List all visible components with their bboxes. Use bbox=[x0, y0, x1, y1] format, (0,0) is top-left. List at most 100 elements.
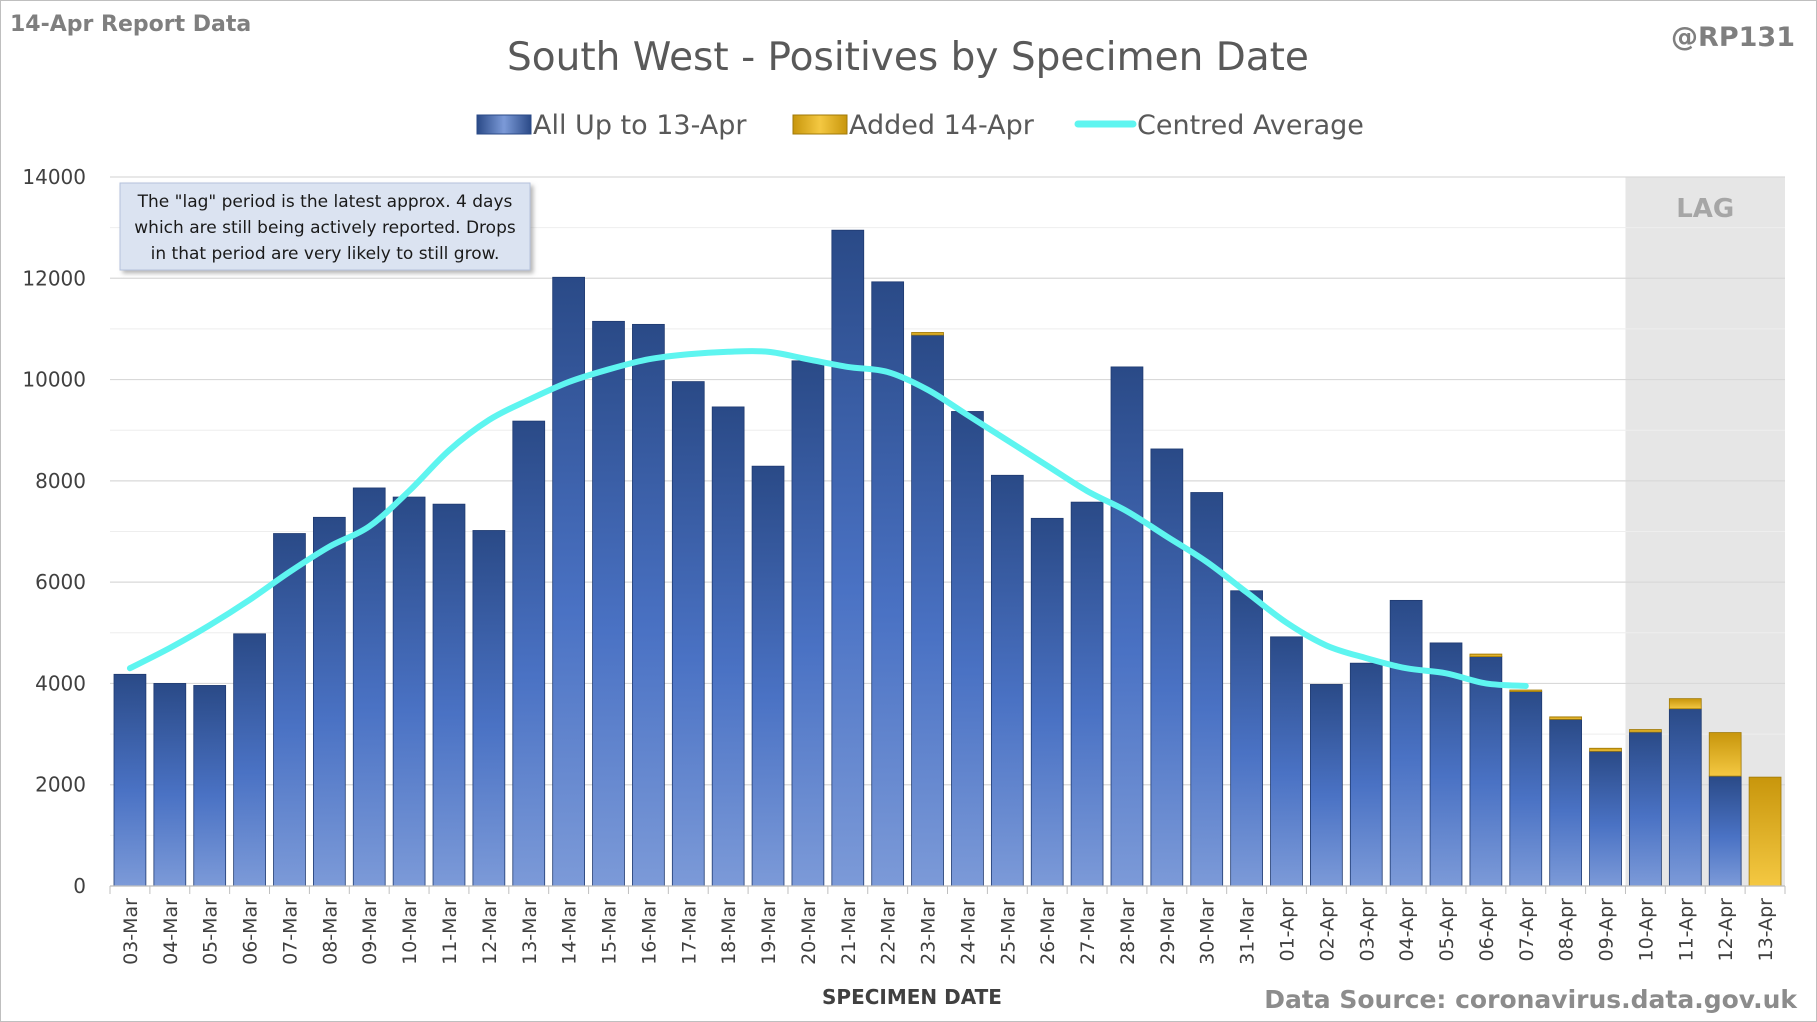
x-axis-ticks: 03-Mar 04-Mar 05-Mar 06-Mar 07-Mar 08-Mar 09-M… bbox=[109, 885, 1786, 965]
x-tick-label: 12-Mar bbox=[479, 898, 501, 965]
bar-added-14-apr bbox=[1469, 653, 1503, 657]
x-tick-label: 18-Mar bbox=[718, 898, 740, 965]
bar-all-up-to-13-apr bbox=[1030, 517, 1064, 887]
x-tick-label: 09-Mar bbox=[359, 898, 381, 965]
x-tick-label: 14-Mar bbox=[559, 898, 581, 965]
x-tick-label: 07-Apr bbox=[1516, 898, 1538, 962]
bar-added-14-apr bbox=[1629, 729, 1662, 733]
x-tick-label: 08-Apr bbox=[1556, 898, 1578, 962]
x-tick-label: 22-Mar bbox=[878, 898, 900, 965]
bar-all-up-to-13-apr bbox=[671, 381, 705, 887]
annotation-line-3: in that period are very likely to still … bbox=[151, 244, 500, 264]
bar-all-up-to-13-apr bbox=[312, 516, 346, 887]
annotation-box: The "lag" period is the latest approx. 4… bbox=[119, 182, 531, 271]
x-tick-label: 03-Apr bbox=[1356, 898, 1378, 962]
x-tick-label: 02-Apr bbox=[1316, 898, 1338, 962]
x-tick-label: 05-Mar bbox=[200, 898, 222, 965]
annotation-line-2: which are still being actively reported.… bbox=[134, 218, 516, 238]
x-tick-label: 10-Apr bbox=[1635, 898, 1657, 962]
bar-all-up-to-13-apr bbox=[831, 229, 865, 887]
x-tick-label: 28-Mar bbox=[1117, 898, 1139, 965]
bar-all-up-to-13-apr bbox=[911, 334, 944, 887]
bar-all-up-to-13-apr bbox=[1270, 636, 1303, 887]
bar-added-14-apr bbox=[1509, 689, 1543, 692]
bar-all-up-to-13-apr bbox=[1708, 775, 1742, 887]
x-tick-label: 21-Mar bbox=[838, 898, 860, 965]
x-tick-label: 30-Mar bbox=[1197, 898, 1219, 965]
x-tick-label: 03-Mar bbox=[120, 898, 142, 965]
bar-all-up-to-13-apr bbox=[472, 530, 506, 887]
bar-all-up-to-13-apr bbox=[1349, 662, 1383, 887]
x-tick-label: 11-Mar bbox=[439, 898, 461, 965]
bar-all-up-to-13-apr bbox=[1629, 731, 1662, 887]
x-tick-label: 26-Mar bbox=[1037, 898, 1059, 965]
bar-all-up-to-13-apr bbox=[1668, 708, 1702, 887]
legend-label-added: Added 14-Apr bbox=[849, 110, 1035, 141]
x-axis-title: SPECIMEN DATE bbox=[822, 985, 1002, 1009]
x-tick-label: 23-Mar bbox=[918, 898, 940, 965]
bar-all-up-to-13-apr bbox=[512, 420, 546, 887]
bar-all-up-to-13-apr bbox=[273, 533, 306, 887]
lag-label: LAG bbox=[1676, 194, 1734, 224]
bar-all-up-to-13-apr bbox=[592, 320, 625, 887]
bar-all-up-to-13-apr bbox=[1429, 642, 1463, 887]
y-tick-label: 0 bbox=[73, 874, 86, 898]
bar-all-up-to-13-apr bbox=[791, 360, 825, 887]
bar-all-up-to-13-apr bbox=[951, 411, 984, 887]
legend-label-average: Centred Average bbox=[1137, 110, 1364, 141]
legend-label-all: All Up to 13-Apr bbox=[533, 110, 747, 141]
legend-swatch-added bbox=[792, 114, 848, 135]
author-handle: @RP131 bbox=[1671, 22, 1795, 53]
x-tick-label: 13-Mar bbox=[519, 898, 541, 965]
bar-all-up-to-13-apr bbox=[632, 323, 665, 887]
y-tick-label: 6000 bbox=[35, 570, 86, 594]
bar-all-up-to-13-apr bbox=[751, 465, 785, 887]
x-tick-label: 19-Mar bbox=[758, 898, 780, 965]
y-tick-label: 8000 bbox=[35, 469, 86, 493]
x-tick-label: 11-Apr bbox=[1675, 898, 1697, 962]
y-tick-label: 14000 bbox=[22, 165, 86, 189]
x-tick-label: 16-Mar bbox=[638, 898, 660, 965]
annotation-line-1: The "lag" period is the latest approx. 4… bbox=[137, 192, 513, 212]
x-tick-label: 20-Mar bbox=[798, 898, 820, 965]
bar-all-up-to-13-apr bbox=[871, 281, 905, 887]
bar-all-up-to-13-apr bbox=[153, 683, 187, 887]
bar-all-up-to-13-apr bbox=[432, 503, 466, 887]
bar-all-up-to-13-apr bbox=[1230, 590, 1263, 887]
annotation-background bbox=[119, 182, 531, 271]
bar-all-up-to-13-apr bbox=[990, 474, 1024, 887]
average-line-layer bbox=[126, 348, 1529, 689]
bar-all-up-to-13-apr bbox=[1589, 750, 1622, 887]
x-tick-label: 09-Apr bbox=[1596, 898, 1618, 962]
bar-all-up-to-13-apr bbox=[711, 406, 745, 887]
y-tick-label: 12000 bbox=[22, 266, 86, 290]
bar-all-up-to-13-apr bbox=[552, 276, 585, 887]
y-axis-ticks: 0 2000 4000 6000 8000 10000 12000 14000 bbox=[22, 165, 86, 898]
bar-all-up-to-13-apr bbox=[1389, 599, 1423, 887]
x-tick-label: 06-Apr bbox=[1476, 898, 1498, 962]
bar-all-up-to-13-apr bbox=[1310, 684, 1343, 887]
gridlines bbox=[110, 176, 1785, 887]
centred-average-line bbox=[126, 348, 1529, 689]
x-tick-label: 17-Mar bbox=[678, 898, 700, 965]
bar-all-up-to-13-apr bbox=[113, 673, 147, 887]
x-tick-label: 25-Mar bbox=[997, 898, 1019, 965]
data-source: Data Source: coronavirus.data.gov.uk bbox=[1264, 985, 1798, 1014]
bar-added-14-apr bbox=[1549, 716, 1583, 720]
chart-title: South West - Positives by Specimen Date bbox=[507, 35, 1309, 80]
bar-added-14-apr bbox=[1589, 747, 1622, 752]
bar-all-up-to-13-apr bbox=[1469, 656, 1503, 887]
bar-all-up-to-13-apr bbox=[1070, 501, 1104, 887]
legend: All Up to 13-Apr Added 14-Apr Centred Av… bbox=[476, 110, 1364, 141]
bar-all-up-to-13-apr bbox=[352, 487, 386, 887]
y-tick-label: 4000 bbox=[35, 671, 86, 695]
x-tick-label: 07-Mar bbox=[279, 898, 301, 965]
x-tick-label: 27-Mar bbox=[1077, 898, 1099, 965]
x-tick-label: 05-Apr bbox=[1436, 898, 1458, 962]
bar-all-up-to-13-apr bbox=[1509, 691, 1543, 887]
bar-all-up-to-13-apr bbox=[1549, 718, 1583, 887]
x-tick-label: 12-Apr bbox=[1715, 898, 1737, 962]
report-label: 14-Apr Report Data bbox=[10, 12, 251, 37]
x-tick-label: 24-Mar bbox=[957, 898, 979, 965]
